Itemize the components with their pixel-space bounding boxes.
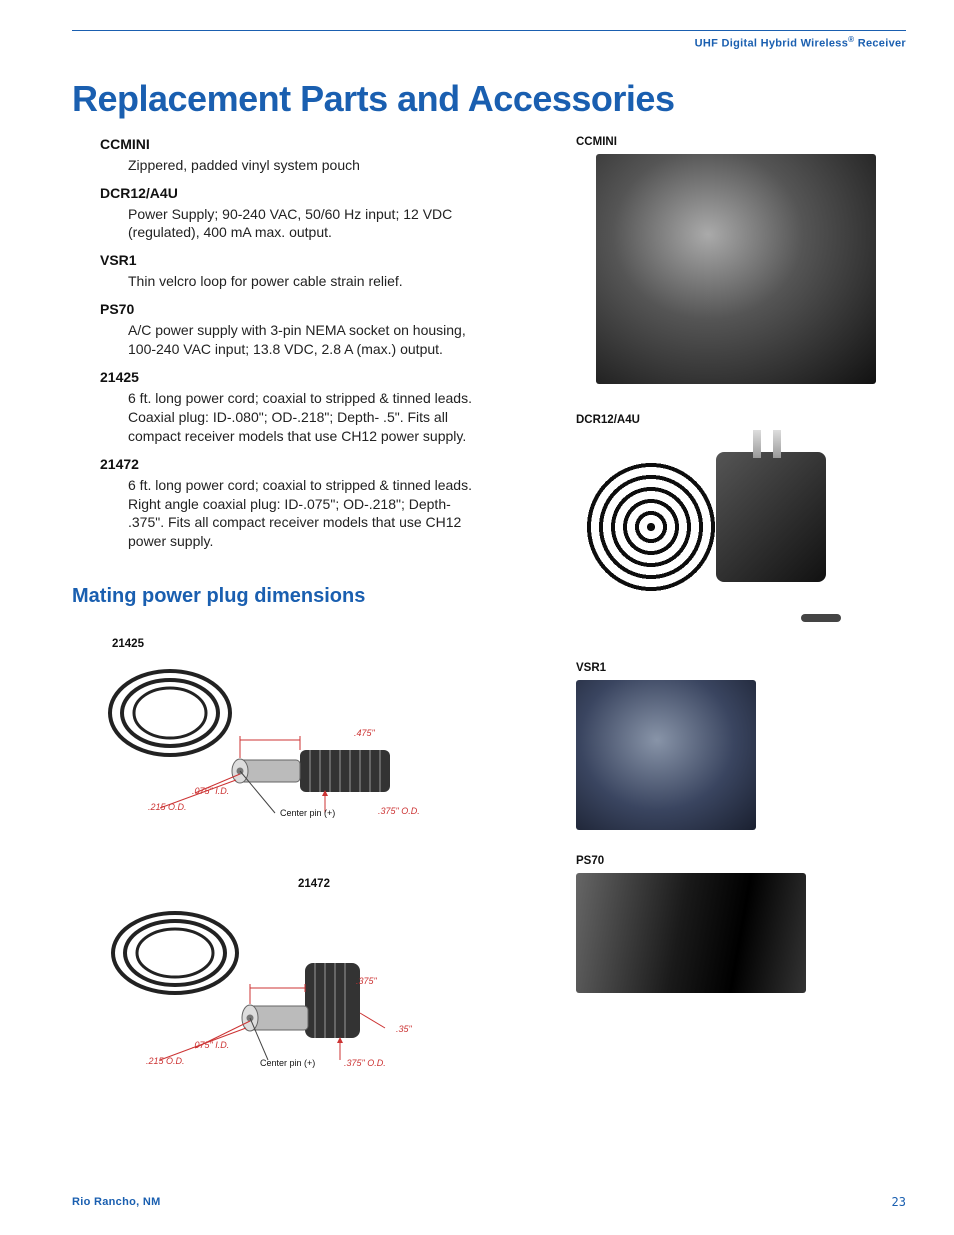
part-item: PS70 A/C power supply with 3-pin NEMA so…	[72, 301, 556, 359]
dim-075-2: .075" I.D.	[192, 1040, 229, 1050]
part-desc: Zippered, padded vinyl system pouch	[128, 156, 488, 175]
dim-475: .475"	[354, 728, 375, 738]
page-title: Replacement Parts and Accessories	[72, 78, 906, 120]
header-rule	[72, 30, 906, 31]
photo-block-ps70: PS70	[576, 855, 906, 993]
dim-215: .215 O.D.	[148, 802, 187, 812]
part-desc: 6 ft. long power cord; coaxial to stripp…	[128, 389, 488, 446]
diagram-label-21425: 21425	[112, 638, 556, 650]
dim-375o: .375" O.D.	[344, 1058, 386, 1068]
part-name: DCR12/A4U	[100, 185, 556, 201]
adapter-body-icon	[716, 452, 826, 582]
photo-vsr	[576, 680, 756, 830]
part-item: 21472 6 ft. long power cord; coaxial to …	[72, 456, 556, 552]
photo-block-vsr: VSR1	[576, 662, 906, 830]
header-suffix: Receiver	[854, 38, 906, 50]
part-item: CCMINI Zippered, padded vinyl system pou…	[72, 136, 556, 175]
photo-label-vsr: VSR1	[576, 662, 906, 674]
part-name: 21472	[100, 456, 556, 472]
pin-label: Center pin (+)	[280, 808, 335, 818]
cable-tip-icon	[801, 614, 841, 622]
dim-35: .35"	[396, 1024, 412, 1034]
part-item: 21425 6 ft. long power cord; coaxial to …	[72, 369, 556, 446]
subheading-mating: Mating power plug dimensions	[72, 585, 556, 608]
part-item: VSR1 Thin velcro loop for power cable st…	[72, 252, 556, 291]
photo-label-ps70: PS70	[576, 855, 906, 867]
diagram-21425: .475" .075" I.D. .215 O.D. .375" O.D. Ce…	[100, 658, 460, 848]
plug-diagram-21425	[100, 658, 460, 848]
header-product-line: UHF Digital Hybrid Wireless	[695, 38, 848, 50]
photo-ps70	[576, 873, 806, 993]
page-number: 23	[892, 1195, 906, 1209]
photo-label-ccmini: CCMINI	[576, 136, 906, 148]
pin-label-2: Center pin (+)	[260, 1058, 315, 1068]
dim-375od: .375" O.D.	[378, 806, 420, 816]
right-column: CCMINI DCR12/A4U VSR1 PS70	[576, 136, 906, 1109]
dim-075: .075" I.D.	[192, 786, 229, 796]
photo-ccmini	[596, 154, 876, 384]
content-columns: CCMINI Zippered, padded vinyl system pou…	[72, 136, 906, 1109]
page-footer: Rio Rancho, NM 23	[72, 1195, 906, 1209]
photo-block-ccmini: CCMINI	[576, 136, 906, 384]
photo-dcr	[576, 432, 856, 627]
part-desc: 6 ft. long power cord; coaxial to stripp…	[128, 476, 488, 552]
part-desc: Thin velcro loop for power cable strain …	[128, 272, 488, 291]
footer-location: Rio Rancho, NM	[72, 1196, 161, 1208]
part-name: VSR1	[100, 252, 556, 268]
dim-215-2: .215 O.D.	[146, 1056, 185, 1066]
adapter-prong-icon	[773, 430, 781, 458]
diagram-21472: .375" .075" I.D. .215 O.D. .35" .375" O.…	[100, 898, 460, 1108]
part-name: 21425	[100, 369, 556, 385]
part-item: DCR12/A4U Power Supply; 90-240 VAC, 50/6…	[72, 185, 556, 243]
left-column: CCMINI Zippered, padded vinyl system pou…	[72, 136, 556, 1109]
adapter-prong-icon	[753, 430, 761, 458]
part-name: CCMINI	[100, 136, 556, 152]
photo-label-dcr: DCR12/A4U	[576, 414, 906, 426]
part-desc: Power Supply; 90-240 VAC, 50/60 Hz input…	[128, 205, 488, 243]
cable-coil-icon	[586, 462, 716, 592]
plug-diagram-21472	[100, 898, 460, 1108]
part-desc: A/C power supply with 3-pin NEMA socket …	[128, 321, 488, 359]
diagram-label-21472: 21472	[72, 878, 556, 890]
part-name: PS70	[100, 301, 556, 317]
header-product: UHF Digital Hybrid Wireless® Receiver	[72, 35, 906, 50]
photo-block-dcr: DCR12/A4U	[576, 414, 906, 627]
dim-375t: .375"	[356, 976, 377, 986]
